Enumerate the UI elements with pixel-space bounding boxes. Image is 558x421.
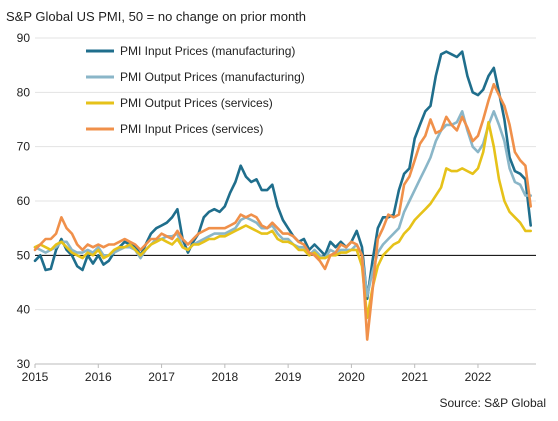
y-tick-label: 60 — [17, 194, 31, 208]
grid-lines — [35, 37, 536, 365]
x-tick-label: 2021 — [401, 370, 428, 384]
x-tick-label: 2015 — [22, 370, 49, 384]
legend: PMI Input Prices (manufacturing) PMI Outp… — [86, 44, 305, 136]
y-tick-label: 70 — [17, 140, 31, 154]
legend-label-4: PMI Input Prices (services) — [120, 122, 263, 136]
y-tick-label: 30 — [17, 357, 31, 371]
source-note: Source: S&P Global — [439, 396, 546, 410]
x-tick-label: 2022 — [465, 370, 492, 384]
x-tick-label: 2016 — [85, 370, 112, 384]
series-line-3 — [33, 120, 532, 320]
y-tick-label: 50 — [17, 248, 31, 262]
series-lines — [33, 50, 532, 341]
x-tick-label: 2019 — [275, 370, 302, 384]
y-tick-label: 40 — [17, 303, 31, 317]
x-tick-label: 2020 — [338, 370, 365, 384]
series-line-1 — [33, 50, 532, 301]
y-axis: 30 40 50 60 70 80 90 — [17, 31, 31, 371]
legend-label-3: PMI Output Prices (services) — [120, 96, 273, 110]
chart-title: S&P Global US PMI, 50 = no change on pri… — [6, 9, 307, 24]
series-line-4 — [33, 82, 532, 341]
x-tick-label: 2017 — [148, 370, 175, 384]
x-axis: 2015 2016 2017 2018 2019 2020 2021 2022 — [22, 363, 536, 384]
legend-label-2: PMI Output Prices (manufacturing) — [120, 70, 305, 84]
y-tick-label: 90 — [17, 31, 31, 45]
x-tick-label: 2018 — [211, 370, 238, 384]
y-tick-label: 80 — [17, 85, 31, 99]
series-line-2 — [33, 110, 532, 298]
legend-label-1: PMI Input Prices (manufacturing) — [120, 44, 295, 58]
